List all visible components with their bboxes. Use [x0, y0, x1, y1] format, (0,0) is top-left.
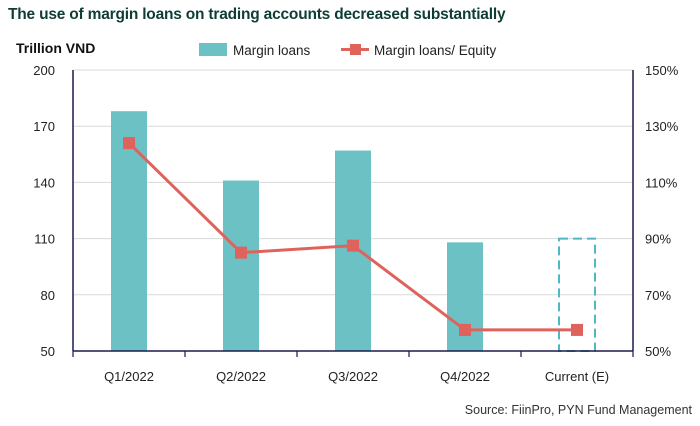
x-tick-label: Q4/2022: [440, 369, 490, 384]
legend-label: Margin loans: [233, 43, 311, 58]
x-tick-label: Current (E): [545, 369, 609, 384]
line-point: [459, 323, 471, 336]
y-tick-label: 80: [41, 288, 55, 303]
source-note: Source: FiinPro, PYN Fund Management: [465, 403, 693, 417]
bar: [223, 180, 259, 351]
bar: [111, 111, 147, 351]
y2-tick-label: 150%: [645, 63, 679, 78]
y-tick-label: 140: [33, 175, 55, 190]
y2-tick-label: 70%: [645, 288, 671, 303]
line-point: [123, 137, 135, 150]
legend-swatch-bar: [199, 43, 227, 56]
bar-estimate: [558, 237, 596, 353]
line-point: [571, 323, 583, 336]
x-tick-label: Q2/2022: [216, 369, 266, 384]
line-layer: [123, 137, 583, 336]
y2-tick-label: 90%: [645, 232, 671, 247]
y2-tick-label: 110%: [645, 175, 678, 190]
y-tick-label: 110: [34, 232, 55, 247]
y-axis-label: Trillion VND: [16, 40, 95, 56]
legend: Margin loans Margin loans/ Equity: [199, 43, 497, 58]
y-tick-label: 170: [33, 119, 55, 134]
y2-tick-label: 130%: [645, 119, 679, 134]
bars: [111, 111, 596, 353]
x-tick-label: Q1/2022: [104, 369, 154, 384]
y-tick-label: 200: [33, 63, 55, 78]
line-point: [347, 239, 359, 252]
chart-title: The use of margin loans on trading accou…: [8, 6, 506, 23]
line-point: [235, 246, 247, 259]
x-tick-label: Q3/2022: [328, 369, 378, 384]
legend-label: Margin loans/ Equity: [374, 43, 497, 58]
y2-tick-label: 50%: [645, 344, 671, 359]
ticks: 50 80 110 140 170 200 50% 70% 90% 110% 130% 150% Q1/…: [33, 63, 678, 384]
legend-swatch-marker: [350, 44, 361, 55]
axes: [72, 70, 634, 357]
y-tick-label: 50: [41, 344, 55, 359]
